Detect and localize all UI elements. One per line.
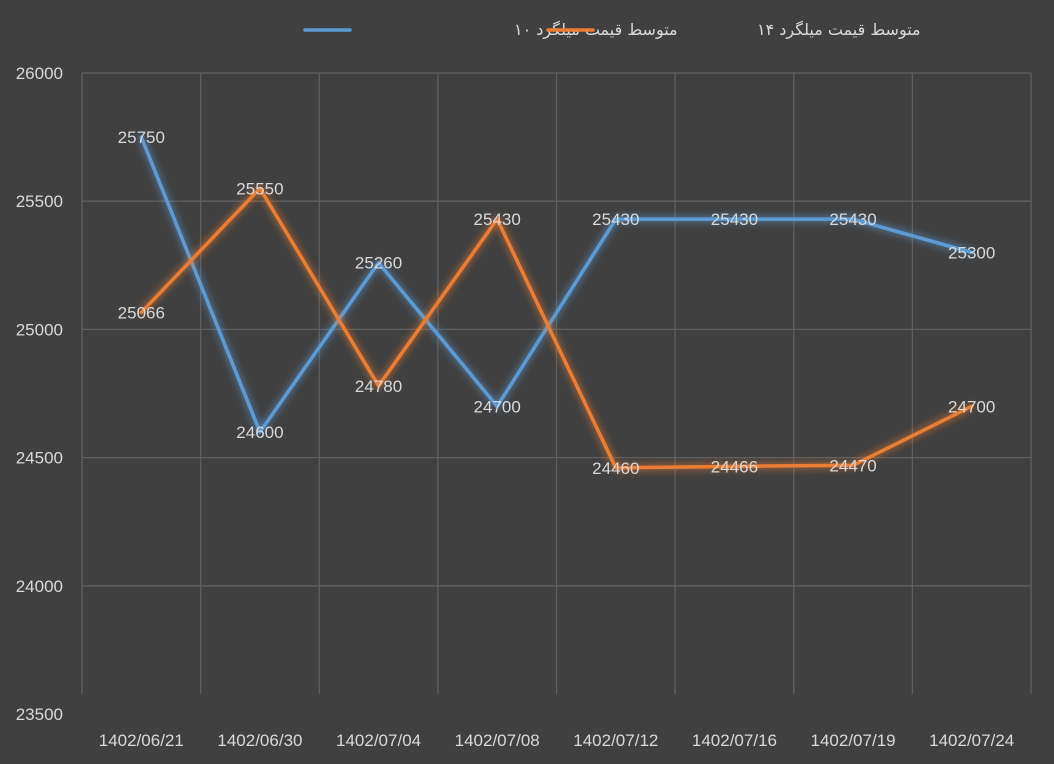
y-tick-label: 25000: [16, 320, 63, 339]
gridlines: [81, 72, 1032, 694]
data-label-series-2: 24470: [829, 456, 876, 475]
y-tick-label: 26000: [16, 64, 63, 83]
legend-label-1: متوسط قیمت میلگرد ۱۰: [514, 20, 678, 40]
y-tick-label: 25500: [16, 192, 63, 211]
y-tick-label: 24000: [16, 577, 63, 596]
x-tick-label: 1402/07/16: [692, 731, 777, 750]
data-label-series-2: 25430: [474, 210, 521, 229]
x-tick-label: 1402/06/21: [99, 731, 184, 750]
data-label-series-2: 25550: [236, 179, 283, 198]
data-label-series-1: 25430: [592, 210, 639, 229]
series-line-2: [139, 186, 974, 470]
data-label-series-2: 24460: [592, 459, 639, 478]
data-label-series-1: 25750: [118, 128, 165, 147]
data-labels: 25750 24600 25260 24700 25430 25430 25430 25300…: [118, 128, 996, 478]
series-lines: [139, 135, 974, 470]
y-tick-label: 23500: [16, 705, 63, 724]
data-label-series-1: 25430: [829, 210, 876, 229]
data-label-series-1: 24600: [236, 423, 283, 442]
x-tick-label: 1402/07/08: [455, 731, 540, 750]
series-line-1: [139, 135, 974, 434]
x-tick-label: 1402/06/30: [217, 731, 302, 750]
data-label-series-1: 25430: [711, 210, 758, 229]
data-label-series-2: 24780: [355, 377, 402, 396]
data-label-series-2: 25066: [118, 303, 165, 322]
y-tick-label: 24500: [16, 449, 63, 468]
data-label-series-2: 24466: [711, 457, 758, 476]
x-tick-label: 1402/07/19: [811, 731, 896, 750]
x-axis-ticks: 1402/06/21 1402/06/30 1402/07/04 1402/07/08…: [99, 731, 1014, 750]
data-label-series-1: 25260: [355, 254, 402, 273]
data-label-series-1: 25300: [948, 243, 995, 262]
legend-label-2: متوسط قیمت میلگرد ۱۴: [757, 20, 921, 40]
legend: متوسط قیمت میلگرد ۱۰ متوسط قیمت میلگرد ۱۴: [303, 20, 921, 40]
x-tick-label: 1402/07/12: [573, 731, 658, 750]
y-axis-ticks: 23500 24000 24500 25000 25500 26000: [16, 64, 63, 724]
x-tick-label: 1402/07/24: [929, 731, 1014, 750]
data-label-series-2: 24700: [948, 397, 995, 416]
data-label-series-1: 24700: [474, 397, 521, 416]
x-tick-label: 1402/07/04: [336, 731, 421, 750]
